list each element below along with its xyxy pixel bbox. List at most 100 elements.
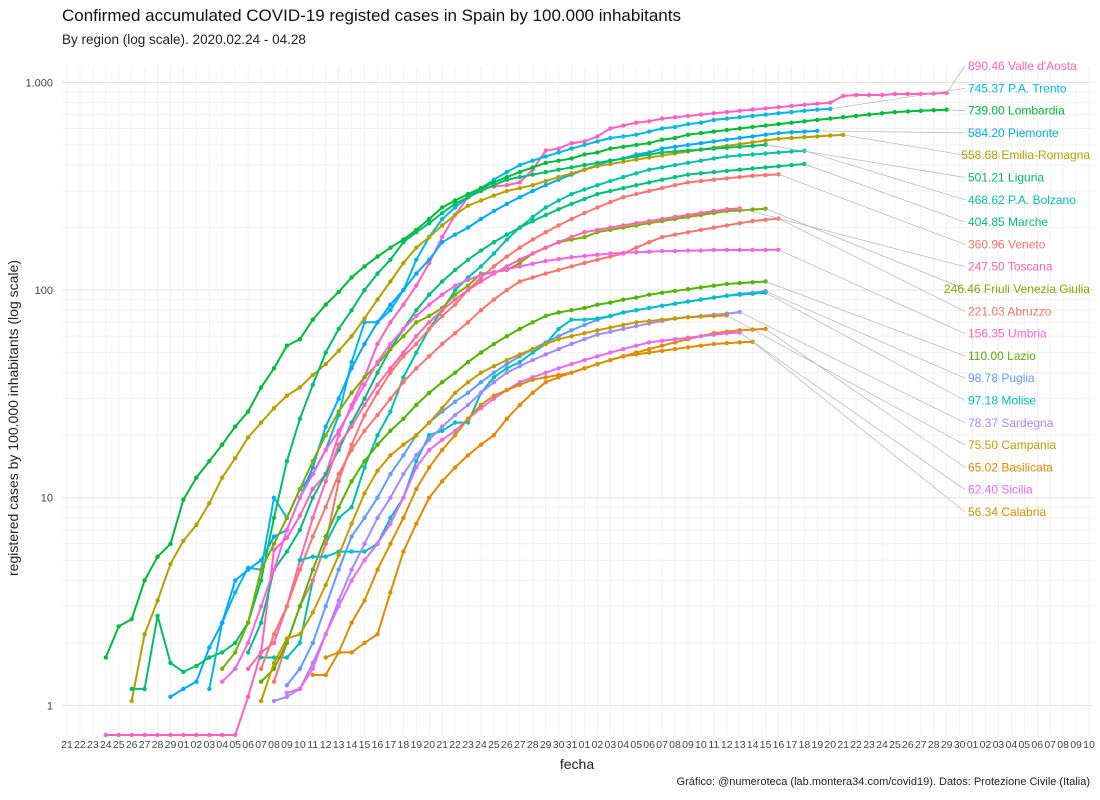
data-point <box>362 264 367 269</box>
data-point <box>414 402 419 408</box>
data-point <box>258 558 264 563</box>
data-point <box>491 380 497 385</box>
data-point <box>401 453 406 458</box>
data-point <box>659 177 665 182</box>
data-point <box>168 561 173 567</box>
data-point <box>582 305 587 311</box>
x-tick-label: 13 <box>333 739 345 751</box>
data-point <box>349 521 354 526</box>
data-point <box>401 471 406 477</box>
data-point <box>401 326 406 332</box>
label-leader <box>778 174 966 245</box>
data-point <box>297 567 303 572</box>
data-point <box>388 471 393 477</box>
data-point <box>388 409 393 414</box>
data-point <box>569 370 574 375</box>
data-point <box>647 119 652 124</box>
data-point <box>659 150 665 155</box>
label-leader <box>739 208 966 268</box>
data-point <box>271 541 277 546</box>
data-point <box>530 390 535 395</box>
data-point <box>569 334 574 339</box>
data-point <box>504 334 509 339</box>
data-point <box>220 679 225 684</box>
data-point <box>284 549 290 554</box>
data-point <box>737 174 742 180</box>
data-point <box>465 380 471 385</box>
data-point <box>750 124 755 130</box>
x-tick-label: 01 <box>967 739 979 751</box>
data-point <box>647 346 652 352</box>
data-point <box>711 247 716 253</box>
data-point <box>582 196 587 202</box>
data-point <box>608 251 613 256</box>
y-tick-label: 1 <box>47 700 53 712</box>
x-tick-label: 16 <box>372 739 384 751</box>
data-point <box>672 149 678 154</box>
label-molise: 97.18 Molise <box>968 394 1036 408</box>
label-leader <box>726 315 966 446</box>
data-point <box>491 393 497 398</box>
data-point <box>517 402 522 408</box>
data-point <box>297 604 303 609</box>
data-point <box>685 230 691 235</box>
data-point <box>828 133 833 138</box>
x-tick-label: 07 <box>1044 739 1056 751</box>
data-point <box>414 459 419 464</box>
data-point <box>569 317 574 322</box>
x-tick-label: 04 <box>617 739 629 751</box>
data-point <box>297 666 303 671</box>
data-point <box>504 361 509 367</box>
data-point <box>608 254 613 259</box>
data-point <box>245 640 251 646</box>
data-point <box>595 139 600 144</box>
label-leader <box>817 130 966 134</box>
x-tick-label: 24 <box>876 739 888 751</box>
data-point <box>349 447 354 453</box>
data-point <box>841 115 846 120</box>
label-leader <box>804 163 966 223</box>
data-point <box>375 412 380 418</box>
x-tick-label: 11 <box>307 739 318 751</box>
data-point <box>724 145 729 150</box>
data-point <box>375 341 380 347</box>
data-point <box>866 92 872 98</box>
data-point <box>349 308 354 313</box>
data-point <box>621 195 626 200</box>
data-point <box>556 256 561 262</box>
data-point <box>647 292 652 297</box>
data-point <box>724 281 729 287</box>
data-point <box>595 302 600 307</box>
data-point <box>711 156 716 161</box>
x-tick-label: 03 <box>203 739 215 751</box>
label-leader <box>946 65 966 94</box>
data-point <box>659 317 665 322</box>
data-point <box>841 93 846 99</box>
data-point <box>465 359 471 365</box>
data-point <box>129 617 134 622</box>
data-point <box>440 437 445 442</box>
data-point <box>491 270 497 275</box>
x-tick-label: 26 <box>126 739 138 751</box>
x-tick-label: 25 <box>113 739 125 751</box>
data-point <box>698 285 704 290</box>
data-point <box>582 260 587 266</box>
data-point <box>672 232 678 237</box>
data-point <box>401 334 406 339</box>
x-tick-label: 23 <box>87 739 99 751</box>
data-point <box>659 343 665 348</box>
data-point <box>556 267 561 273</box>
data-point <box>750 143 755 149</box>
data-point <box>297 513 303 518</box>
data-point <box>427 326 432 332</box>
data-point <box>258 620 264 625</box>
data-point <box>388 428 393 433</box>
data-point <box>388 320 393 325</box>
data-point <box>349 390 354 395</box>
data-point <box>375 468 380 473</box>
data-point <box>711 225 716 230</box>
data-point <box>776 105 781 110</box>
data-point <box>491 341 497 347</box>
data-point <box>685 121 691 127</box>
label-leader <box>765 208 966 290</box>
